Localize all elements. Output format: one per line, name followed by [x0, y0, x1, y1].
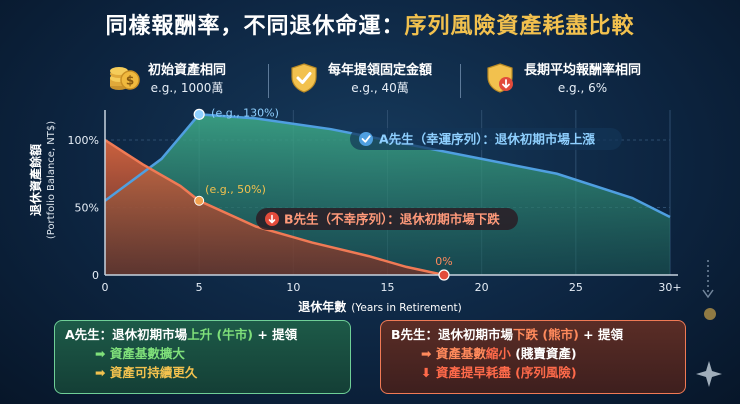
box-b-line1-suffix: (賤賣資產)	[510, 346, 577, 361]
coins-icon: $	[110, 67, 140, 90]
info-value: e.g., 1000萬	[150, 81, 224, 95]
x-axis-title: 退休年數 (Years in Retirement)	[298, 299, 461, 314]
series-b-depletion-point	[438, 269, 450, 281]
box-b-heading: B先生：退休初期市場下跌 (熊市) + 提領	[391, 325, 675, 344]
down-arrow-decoration	[702, 260, 716, 320]
box-a-heading: A先生：退休初期市場上升 (牛市) + 提領	[65, 325, 340, 344]
divider	[460, 64, 461, 98]
x-axis-title-main: 退休年數	[298, 299, 346, 314]
x-tick-label: 25	[569, 281, 583, 294]
shield-check-icon	[291, 63, 317, 93]
series-b-line	[104, 138, 445, 277]
info-label: 長期平均報酬率相同	[524, 63, 642, 78]
info-value: e.g., 6%	[557, 81, 608, 95]
box-a-head-suffix: + 提領	[252, 327, 298, 342]
info-value: e.g., 40萬	[351, 81, 409, 95]
box-b-head-highlight: 下跌 (熊市)	[513, 327, 579, 342]
series-a-peak-point	[193, 108, 205, 120]
y-tick-label: 100%	[68, 134, 99, 147]
box-a-head-highlight: 上升 (牛市)	[187, 327, 253, 342]
info-fixed-withdrawal: 每年提領固定金額 e.g., 40萬	[288, 62, 432, 96]
box-b-line1-prefix: ➡ 資產基數	[421, 346, 486, 361]
sparkle-icon	[696, 361, 722, 387]
shield-down-icon	[487, 63, 513, 93]
y-tick-label: 0	[92, 269, 99, 282]
series-b-area	[105, 140, 444, 275]
y-tick-label: 50%	[75, 202, 99, 215]
page-title: 同樣報酬率，不同退休命運：序列風險資產耗盡比較	[0, 8, 740, 40]
series-b-label: B先生（不幸序列）：退休初期市場下跌	[284, 212, 500, 227]
annotation-label: 0%	[435, 255, 452, 268]
x-axis-title-sub: (Years in Retirement)	[351, 302, 461, 314]
chart: 0 5 10 15 20 25 30+ 0 50% 100% (e.g., 130%) (e.g.,…	[28, 106, 716, 320]
box-b-line2: ⬇ 資產提早耗盡 (序列風險)	[421, 365, 577, 380]
title-part1: 同樣報酬率，不同退休命運：	[105, 14, 405, 39]
y-axis-subtitle: (Portfolio Balance, NT$)	[46, 121, 57, 239]
x-tick-label: 30+	[658, 281, 681, 294]
x-tick-label: 15	[381, 281, 395, 294]
x-tick-label: 20	[475, 281, 489, 294]
box-b-head-prefix: B先生：退休初期市場	[391, 327, 514, 342]
x-tick-label: 10	[286, 281, 300, 294]
info-initial-assets: $ 初始資產相同 e.g., 1000萬	[108, 62, 226, 96]
box-a-line2: ➡ 資產可持續更久	[95, 365, 198, 380]
summary-box-b: B先生：退休初期市場下跌 (熊市) + 提領 ➡ 資產基數縮小 (賤賣資產) ⬇…	[380, 320, 686, 394]
y-axis-title: 退休資產餘額	[28, 144, 43, 216]
annotation-label: (e.g., 130%)	[211, 106, 279, 119]
title-part2: 序列風險資產耗盡比較	[404, 14, 635, 39]
info-average-return: 長期平均報酬率相同 e.g., 6%	[484, 62, 641, 96]
series-b-point	[194, 195, 205, 206]
box-b-head-suffix: + 提領	[578, 327, 623, 342]
box-b-line1-highlight: 縮小	[485, 346, 511, 361]
svg-text:$: $	[126, 74, 134, 88]
divider	[268, 64, 269, 98]
series-b-callout: B先生（不幸序列）：退休初期市場下跌	[256, 208, 518, 230]
info-label: 初始資產相同	[148, 63, 227, 78]
box-b-line1: ➡ 資產基數縮小 (賤賣資產)	[391, 344, 675, 363]
summary-box-a: A先生：退休初期市場上升 (牛市) + 提領 ➡ 資產基數擴大 ➡ 資產可持續更…	[54, 320, 351, 394]
info-label: 每年提領固定金額	[328, 63, 433, 78]
box-a-line1: ➡ 資產基數擴大	[95, 346, 185, 361]
box-a-head-prefix: A先生：退休初期市場	[65, 327, 188, 342]
series-a-label: A先生（幸運序列）：退休初期市場上漲	[379, 132, 595, 147]
x-tick-label: 0	[102, 281, 109, 294]
series-a-callout: A先生（幸運序列）：退休初期市場上漲	[350, 128, 622, 150]
x-tick-label: 5	[196, 281, 203, 294]
annotation-label: (e.g., 50%)	[205, 183, 266, 196]
